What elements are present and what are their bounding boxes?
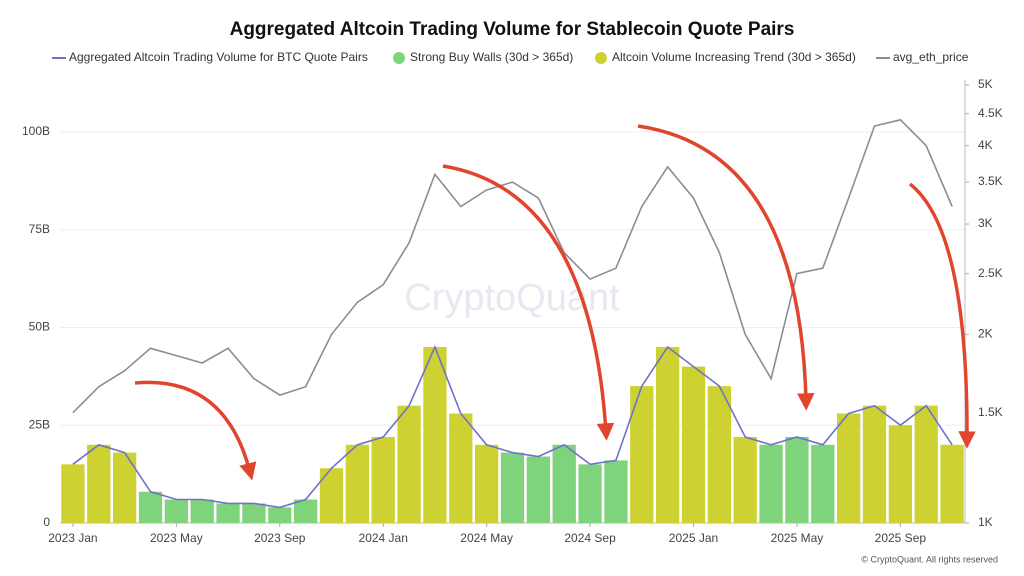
bar <box>397 405 421 523</box>
bar <box>888 425 912 523</box>
bar <box>552 444 576 523</box>
legend-swatch <box>393 52 405 64</box>
bar <box>449 413 473 523</box>
x-tick-label: 2023 May <box>150 531 203 545</box>
bar <box>294 499 318 523</box>
line <box>72 118 953 414</box>
x-tick-label: 2025 May <box>771 531 824 545</box>
y2-tick-label: 2.5K <box>978 266 1003 280</box>
bar <box>733 436 757 523</box>
bar <box>811 444 835 523</box>
bar <box>656 347 680 523</box>
legend-label: Altcoin Volume Increasing Trend (30d > 3… <box>612 50 856 64</box>
bar <box>371 436 395 523</box>
bar <box>475 444 499 523</box>
bar <box>113 452 137 523</box>
bar <box>190 499 214 523</box>
bar <box>759 444 783 523</box>
annotations <box>134 124 976 481</box>
bar <box>862 405 887 523</box>
x-tick-label: 2025 Sep <box>875 531 927 545</box>
y-tick-label: 0 <box>43 515 50 529</box>
bar <box>914 405 938 523</box>
arrow <box>134 380 257 481</box>
x-tick-label: 2025 Jan <box>669 531 718 545</box>
y-tick-label: 100B <box>22 124 50 138</box>
y2-tick-label: 4K <box>978 138 993 152</box>
bar <box>940 444 964 523</box>
legend-label: avg_eth_price <box>893 50 969 64</box>
bar <box>345 444 369 523</box>
bar <box>630 386 654 523</box>
y-tick-label: 25B <box>29 417 50 431</box>
plot-area: 0 25B 50B 75B 100B 1K 1.5K 2K 2.5K 3K 3.5K 4K 4.5K 5K… <box>22 77 1003 545</box>
bar <box>707 386 731 523</box>
bar <box>87 444 111 523</box>
bar <box>268 507 292 523</box>
bar <box>578 464 602 523</box>
x-tick-label: 2024 May <box>460 531 513 545</box>
bar <box>61 464 85 523</box>
y2-tick-label: 3K <box>978 216 993 230</box>
legend-label: Strong Buy Walls (30d > 365d) <box>410 50 573 64</box>
watermark: CryptoQuant <box>404 277 620 319</box>
y2-tick-label: 2K <box>978 327 993 341</box>
y-tick-label: 75B <box>29 222 50 236</box>
bar <box>681 366 706 523</box>
arrow <box>908 182 976 449</box>
bar <box>216 503 240 523</box>
x-tick-label: 2024 Sep <box>564 531 616 545</box>
bar <box>785 436 809 523</box>
bar <box>423 347 447 523</box>
y-tick-label: 50B <box>29 320 50 334</box>
arrow <box>637 124 815 411</box>
chart-title: Aggregated Altcoin Trading Volume for St… <box>230 19 795 40</box>
line <box>72 344 953 509</box>
y2-tick-label: 4.5K <box>978 106 1003 120</box>
footer: © CryptoQuant. All rights reserved <box>861 554 998 564</box>
legend-swatch <box>595 52 607 64</box>
bar <box>837 413 861 523</box>
x-tick-label: 2023 Sep <box>254 531 306 545</box>
bar <box>242 503 266 523</box>
y2-tick-label: 3.5K <box>978 174 1003 188</box>
bar <box>138 491 163 523</box>
bar <box>164 499 188 523</box>
x-tick-label: 2024 Jan <box>359 531 408 545</box>
y2-tick-label: 1K <box>978 515 993 529</box>
legend-label: Aggregated Altcoin Trading Volume for BT… <box>69 50 368 64</box>
bar <box>526 456 550 523</box>
x-tick-label: 2023 Jan <box>48 531 97 545</box>
arrow <box>442 164 615 441</box>
y2-tick-label: 5K <box>978 77 993 91</box>
bar <box>604 460 628 523</box>
y2-tick-label: 1.5K <box>978 405 1003 419</box>
bar <box>500 452 525 523</box>
bar <box>319 468 344 523</box>
